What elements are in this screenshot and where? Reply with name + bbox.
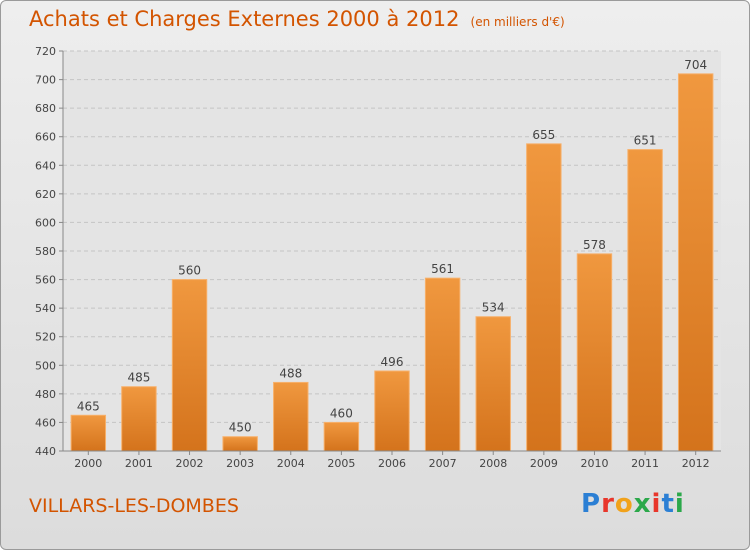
place-name: VILLARS-LES-DOMBES bbox=[29, 495, 239, 517]
x-tick-label-2003: 2003 bbox=[226, 457, 254, 470]
y-tick-label: 660 bbox=[35, 131, 56, 144]
axes: 440 460 480 500 520 540 560 580 600 620 640 660 680 7… bbox=[35, 45, 721, 470]
logo-letter: t bbox=[661, 489, 675, 519]
bar-2011 bbox=[627, 149, 663, 452]
y-tick-label: 640 bbox=[35, 159, 56, 172]
chart-unit-label: (en milliers d'€) bbox=[470, 15, 565, 29]
x-tick-label-2008: 2008 bbox=[479, 457, 507, 470]
bar-2006 bbox=[374, 370, 410, 452]
y-tick-label: 580 bbox=[35, 245, 56, 258]
y-tick-label: 500 bbox=[35, 359, 56, 372]
bar-2012 bbox=[677, 73, 714, 452]
bar-2007 bbox=[424, 277, 461, 452]
chart-title: Achats et Charges Externes 2000 à 2012 bbox=[29, 7, 460, 31]
x-tick-label-2004: 2004 bbox=[277, 457, 305, 470]
y-tick-label: 700 bbox=[35, 74, 56, 87]
logo-letter: P bbox=[581, 489, 602, 519]
data-label-2012: 704 bbox=[684, 58, 707, 72]
logo-letter: i bbox=[651, 489, 662, 519]
bar-2005 bbox=[323, 421, 360, 452]
data-label-2005: 460 bbox=[330, 406, 353, 420]
bar-2004 bbox=[273, 381, 309, 452]
x-tick-label-2011: 2011 bbox=[631, 457, 659, 470]
y-tick-label: 680 bbox=[35, 102, 56, 115]
logo-letter: r bbox=[601, 489, 615, 519]
bar-2008 bbox=[475, 316, 511, 452]
x-tick-label-2007: 2007 bbox=[429, 457, 457, 470]
y-tick-label: 440 bbox=[35, 445, 56, 458]
x-tick-label-2002: 2002 bbox=[176, 457, 204, 470]
y-tick-label: 720 bbox=[35, 45, 56, 58]
x-tick-label-2009: 2009 bbox=[530, 457, 558, 470]
data-label-2008: 534 bbox=[482, 301, 505, 315]
title-row: Achats et Charges Externes 2000 à 2012 (… bbox=[29, 7, 565, 31]
x-tick-label-2001: 2001 bbox=[125, 457, 153, 470]
bar-2010 bbox=[576, 253, 613, 452]
bar-2002 bbox=[171, 279, 208, 452]
data-label-2001: 485 bbox=[127, 371, 150, 385]
x-tick-label-2010: 2010 bbox=[580, 457, 608, 470]
y-tick-label: 560 bbox=[35, 274, 56, 287]
x-tick-label-2000: 2000 bbox=[74, 457, 102, 470]
y-tick-label: 480 bbox=[35, 388, 56, 401]
data-label-2004: 488 bbox=[279, 366, 302, 380]
logo-letter: i bbox=[674, 489, 685, 519]
y-tick-label: 460 bbox=[35, 416, 56, 429]
y-tick-label: 540 bbox=[35, 302, 56, 315]
y-tick-label: 520 bbox=[35, 331, 56, 344]
data-label-2003: 450 bbox=[229, 421, 252, 435]
bar-2009 bbox=[526, 143, 562, 452]
bar-2001 bbox=[121, 386, 157, 452]
x-tick-label-2012: 2012 bbox=[682, 457, 710, 470]
data-label-2002: 560 bbox=[178, 264, 201, 278]
y-tick-label: 620 bbox=[35, 188, 56, 201]
y-tick-label: 600 bbox=[35, 216, 56, 229]
x-tick-label-2005: 2005 bbox=[327, 457, 355, 470]
bar-2003 bbox=[222, 436, 258, 452]
data-label-2000: 465 bbox=[77, 399, 100, 413]
data-label-2009: 655 bbox=[532, 128, 555, 142]
logo-letter: x bbox=[633, 489, 652, 519]
x-tick-label-2006: 2006 bbox=[378, 457, 406, 470]
data-label-2007: 561 bbox=[431, 262, 454, 276]
proxiti-logo[interactable]: Proxiti bbox=[581, 489, 685, 519]
data-label-2010: 578 bbox=[583, 238, 606, 252]
data-label-2011: 651 bbox=[634, 134, 657, 148]
data-label-2006: 496 bbox=[381, 355, 404, 369]
bar-2000 bbox=[70, 414, 107, 452]
logo-letter: o bbox=[614, 489, 634, 519]
